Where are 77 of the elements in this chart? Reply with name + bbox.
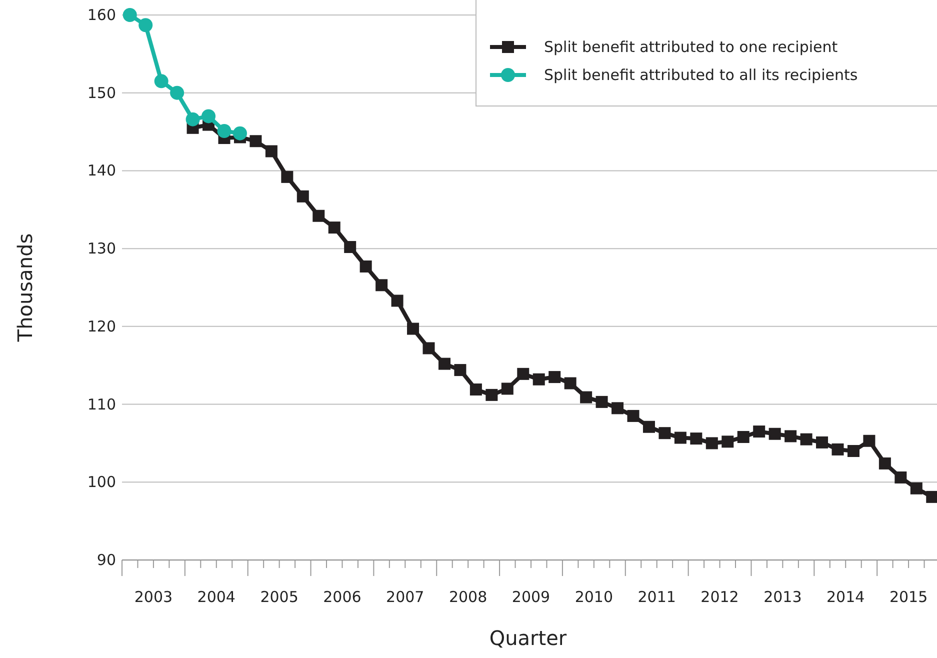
point — [642, 420, 655, 433]
x-tick-label: 2012 — [700, 588, 739, 606]
point — [250, 135, 262, 148]
point — [517, 368, 530, 380]
y-tick-label: 110 — [87, 395, 116, 414]
x-tick-label: 2003 — [134, 588, 173, 606]
point — [612, 402, 624, 414]
point — [753, 426, 766, 438]
point — [265, 145, 278, 158]
point — [548, 371, 561, 384]
x-tick-label: 2014 — [826, 588, 865, 606]
point — [438, 358, 450, 370]
point — [580, 391, 592, 404]
point — [232, 126, 247, 140]
x-tick-label: 2007 — [386, 588, 424, 606]
point — [391, 294, 404, 307]
point — [627, 410, 640, 422]
y-tick-label: 140 — [87, 162, 116, 180]
point — [706, 437, 718, 450]
y-tick-label: 160 — [87, 6, 116, 24]
point — [217, 124, 232, 138]
x-tick-label: 2013 — [764, 588, 802, 606]
point — [376, 279, 388, 292]
y-tick-label: 90 — [96, 551, 116, 569]
y-tick-label: 150 — [87, 84, 116, 102]
point — [910, 482, 922, 494]
point — [926, 490, 937, 503]
point — [470, 383, 482, 396]
x-tick-label: 2008 — [448, 588, 488, 606]
point — [281, 170, 294, 183]
x-tick-label: 2006 — [323, 588, 362, 606]
y-tick-label: 130 — [87, 240, 116, 258]
point — [360, 260, 372, 272]
point — [768, 428, 781, 440]
point — [328, 222, 340, 234]
legend-label: Split benefit attributed to one recipient — [544, 38, 838, 56]
point — [454, 364, 466, 376]
point — [847, 445, 860, 457]
point — [296, 190, 309, 202]
point — [674, 432, 686, 444]
point — [138, 18, 153, 32]
point — [202, 109, 216, 124]
point — [863, 434, 876, 447]
point — [816, 436, 828, 448]
point — [564, 377, 576, 390]
point — [832, 443, 844, 456]
y-axis-title: Thousands — [13, 233, 37, 343]
x-tick-label: 2005 — [260, 588, 298, 606]
point — [532, 373, 545, 386]
x-tick-label: 2015 — [889, 588, 928, 606]
point — [722, 436, 734, 448]
point — [186, 112, 200, 126]
point — [894, 471, 907, 484]
point — [878, 457, 891, 470]
x-tick-label: 2004 — [197, 588, 236, 606]
point — [122, 8, 137, 22]
point — [170, 86, 184, 100]
x-axis-title: Quarter — [489, 626, 568, 650]
point — [486, 388, 498, 401]
point — [784, 430, 797, 442]
point — [596, 396, 608, 408]
x-tick-label: 2010 — [574, 588, 614, 606]
point — [658, 427, 671, 440]
x-tick-label: 2011 — [638, 588, 676, 606]
y-tick-label: 120 — [87, 317, 116, 336]
point — [501, 382, 514, 395]
x-tick-label: 2009 — [512, 588, 550, 606]
point — [422, 342, 435, 354]
point — [344, 241, 356, 254]
point — [690, 432, 702, 445]
point — [800, 433, 812, 446]
point — [312, 210, 325, 222]
y-tick-label: 100 — [87, 473, 116, 492]
legend-label: Split benefit attributed to all its recipients — [544, 66, 858, 84]
point — [407, 322, 420, 335]
point — [737, 430, 750, 443]
point — [154, 74, 168, 88]
